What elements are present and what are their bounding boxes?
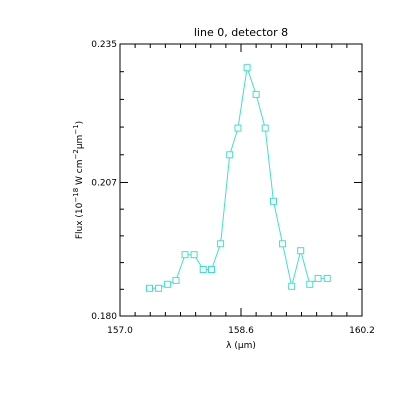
y-label-suffix: ) [75, 121, 85, 125]
data-point-marker [252, 90, 260, 98]
data-point-marker [261, 124, 269, 132]
x-tick-label: 160.2 [349, 326, 375, 336]
data-point-marker [208, 266, 215, 273]
y-label-prefix: Flux (10 [75, 202, 85, 239]
y-label-mid2: μm [75, 135, 85, 150]
chart-title: line 0, detector 8 [194, 26, 288, 39]
data-point-marker [199, 266, 207, 273]
data-point-marker [323, 274, 331, 282]
data-point-marker [306, 280, 314, 288]
y-label-exp2: −2 [72, 149, 80, 159]
data-point-marker [270, 197, 277, 205]
data-point-marker [314, 274, 322, 282]
y-label-exp3: −1 [72, 124, 80, 134]
data-series [146, 64, 331, 292]
data-point-marker [288, 282, 296, 290]
data-point-marker [146, 284, 153, 292]
y-axis-label: Flux (10−18 W cm−2μm−1) [72, 121, 85, 239]
y-tick-label: 0.180 [91, 312, 117, 322]
data-point-marker [243, 64, 251, 72]
y-label-exp1: −18 [72, 188, 80, 203]
data-point-marker [190, 251, 198, 259]
data-point-marker [279, 240, 287, 248]
y-label-mid1: W cm [75, 160, 85, 188]
x-tick-label: 157.0 [107, 326, 133, 336]
y-tick-label: 0.207 [91, 178, 117, 188]
data-point-marker [234, 124, 242, 132]
data-point-marker [226, 151, 234, 159]
data-point-marker [164, 280, 172, 288]
data-point-marker [297, 247, 305, 255]
y-tick-label: 0.235 [91, 40, 117, 50]
x-axis-ticks [119, 44, 363, 316]
data-point-marker [181, 251, 189, 259]
x-tick-label: 158.6 [228, 326, 254, 336]
data-point-marker [155, 284, 163, 292]
y-axis-ticks [120, 43, 362, 317]
data-point-marker [172, 276, 180, 284]
data-point-marker [217, 240, 225, 248]
x-axis-label: λ (μm) [226, 341, 256, 351]
